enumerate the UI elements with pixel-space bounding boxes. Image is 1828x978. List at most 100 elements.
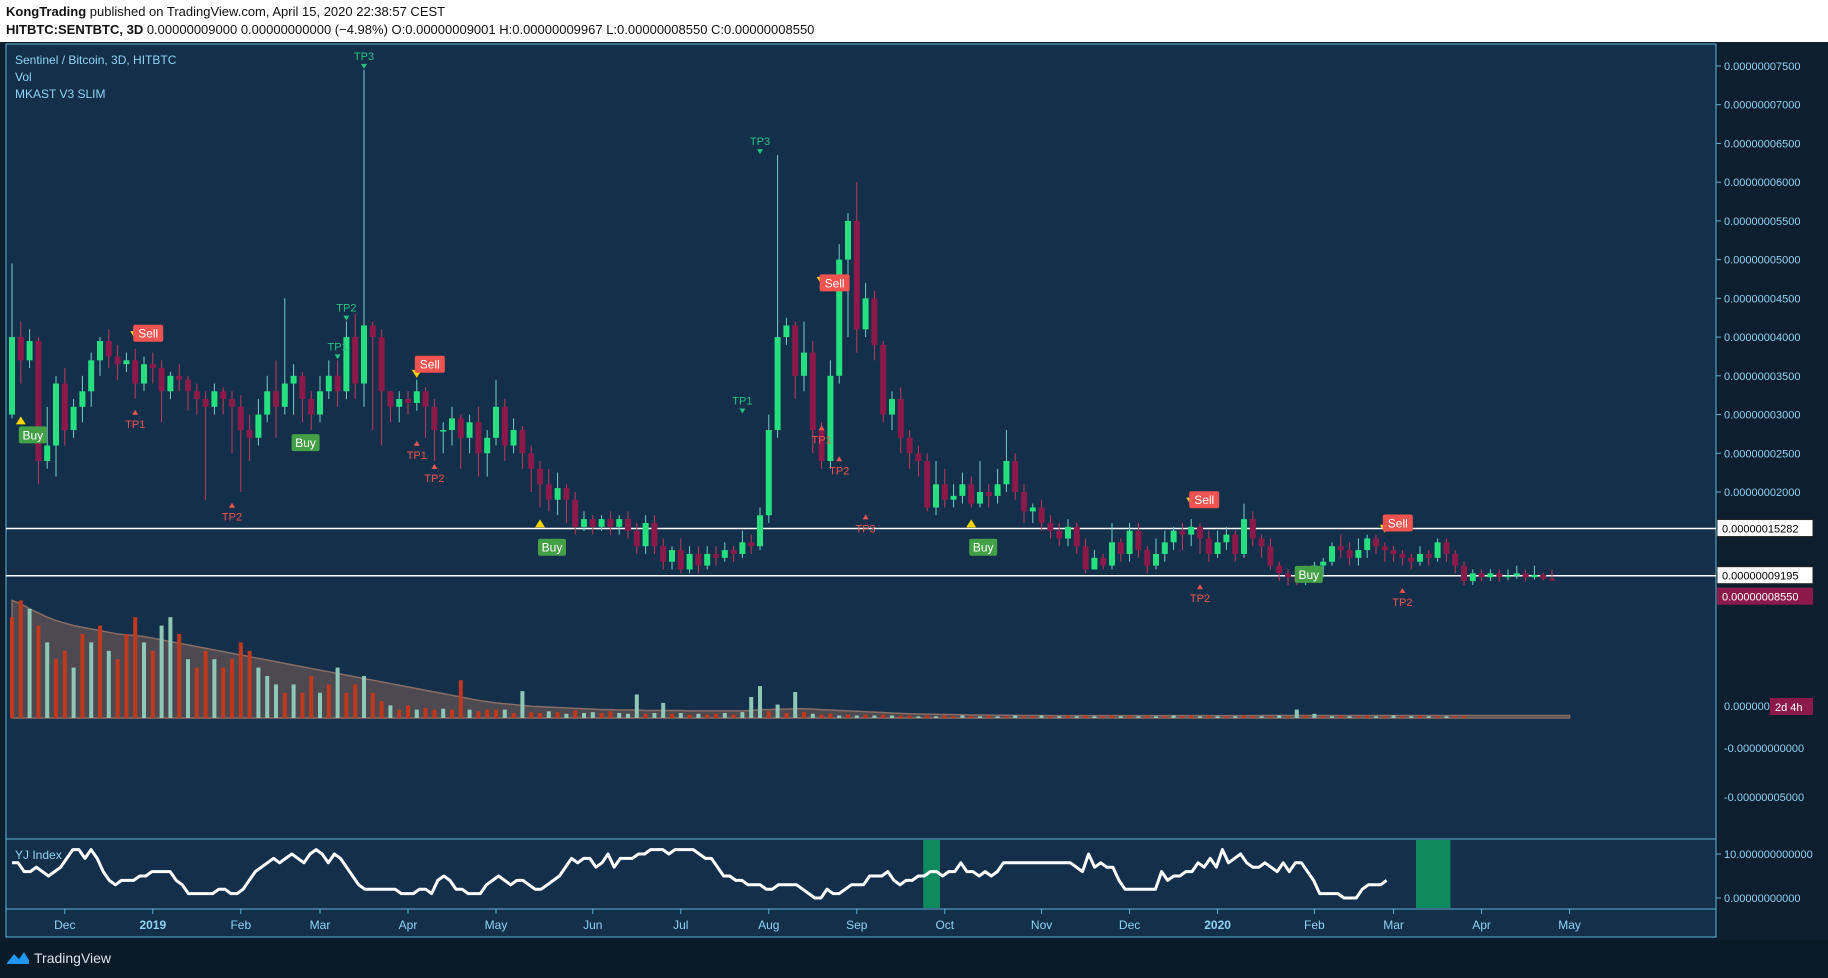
volume-bar bbox=[775, 704, 780, 718]
volume-bar bbox=[942, 715, 947, 718]
candle-body bbox=[633, 530, 640, 547]
time-tick-label: Apr bbox=[399, 918, 418, 932]
tp-label: TP2 bbox=[336, 303, 356, 315]
time-tick-label: 2019 bbox=[139, 918, 166, 932]
signal-triangle bbox=[15, 416, 26, 425]
tp-arrow bbox=[229, 502, 235, 508]
candle-body bbox=[1117, 542, 1124, 554]
candle-body bbox=[1047, 522, 1054, 531]
publish-line: KongTrading published on TradingView.com… bbox=[6, 4, 445, 19]
candle-body bbox=[598, 519, 605, 527]
volume-bar bbox=[538, 712, 542, 718]
candle-body bbox=[141, 364, 147, 384]
footer-brand[interactable]: TradingView bbox=[34, 950, 112, 966]
volume-bar bbox=[432, 709, 437, 718]
volume-bar bbox=[546, 711, 551, 718]
publish-info: published on TradingView.com, April 15, … bbox=[86, 4, 446, 19]
candle-body bbox=[1522, 573, 1529, 578]
candle-body bbox=[211, 391, 218, 407]
tp-arrow bbox=[132, 409, 139, 415]
candle-body bbox=[510, 430, 517, 446]
candle-body bbox=[387, 391, 394, 407]
candle-body bbox=[79, 391, 86, 407]
time-tick-label: Dec bbox=[54, 918, 75, 932]
candle-body bbox=[1109, 542, 1115, 566]
candle-body bbox=[1417, 553, 1423, 562]
tp-label: TP1 bbox=[407, 450, 427, 462]
volume-bar bbox=[106, 650, 111, 718]
volume-bar bbox=[969, 716, 974, 718]
candle-body bbox=[801, 352, 807, 376]
tradingview-logo-icon[interactable] bbox=[6, 950, 30, 966]
volume-bar bbox=[1453, 716, 1458, 718]
signal-triangle bbox=[535, 519, 545, 528]
volume-bar bbox=[1189, 715, 1194, 718]
yj-green-block bbox=[923, 840, 940, 908]
candle-body bbox=[695, 553, 702, 566]
buy-label: Buy bbox=[973, 541, 994, 555]
candle-body bbox=[264, 391, 271, 415]
buy-label: Buy bbox=[22, 428, 43, 442]
buy-label-bg bbox=[969, 538, 998, 556]
volume-bar bbox=[1206, 715, 1211, 718]
volume-bar bbox=[846, 714, 850, 718]
candle-body bbox=[1003, 461, 1010, 485]
price-label-bg bbox=[1716, 519, 1814, 538]
candle-body bbox=[537, 468, 543, 485]
legend-main[interactable]: Sentinel / Bitcoin, 3D, HITBTC bbox=[15, 53, 177, 67]
candle-body bbox=[625, 519, 631, 531]
tp-arrow bbox=[413, 440, 420, 446]
candle-body bbox=[457, 418, 464, 438]
volume-bar bbox=[1092, 716, 1097, 718]
volume-bar bbox=[18, 600, 23, 718]
candle-body bbox=[1540, 574, 1547, 579]
candle-body bbox=[17, 337, 24, 361]
legend-vol[interactable]: Vol bbox=[15, 70, 32, 84]
candle-body bbox=[413, 391, 420, 403]
candle-body bbox=[642, 522, 649, 547]
time-tick-label: May bbox=[485, 918, 508, 932]
volume-bar bbox=[1110, 715, 1114, 718]
candle-body bbox=[1549, 578, 1555, 581]
volume-axis-label: -0.00000005000 bbox=[1724, 792, 1804, 804]
volume-bar bbox=[890, 715, 894, 718]
candle-body bbox=[985, 492, 992, 496]
author-name[interactable]: KongTrading bbox=[6, 4, 87, 19]
price-axis: 0.00000007500 0.00000007000 0.00000006500 0… bbox=[1716, 61, 1814, 905]
tp-arrow bbox=[431, 464, 438, 470]
price-tick-label: 0.00000007500 bbox=[1724, 61, 1800, 73]
volume-bar bbox=[1444, 716, 1449, 718]
candle-body bbox=[1188, 526, 1195, 535]
volume-bar bbox=[511, 712, 516, 718]
countdown-label: 2d 4h bbox=[1775, 702, 1803, 714]
volume-bar bbox=[960, 715, 965, 718]
candle-body bbox=[114, 356, 121, 365]
candle-body bbox=[308, 399, 315, 415]
legend-indicator[interactable]: MKAST V3 SLIM bbox=[15, 87, 105, 101]
volume-bar bbox=[159, 625, 164, 718]
candle-body bbox=[827, 375, 834, 462]
volume-bar bbox=[1171, 715, 1176, 718]
volume-bar bbox=[247, 650, 252, 718]
candle-body bbox=[26, 340, 33, 361]
candle-body bbox=[1408, 557, 1415, 562]
sell-label-bg bbox=[414, 355, 445, 373]
price-chart[interactable]: Buy Sell Buy Sell Buy Sell Buy Sell Buy Sell TP3 TP… bbox=[0, 42, 1828, 940]
candle-body bbox=[176, 375, 183, 380]
candle-body bbox=[1249, 519, 1256, 539]
volume-bar bbox=[1145, 715, 1150, 718]
volume-bar bbox=[714, 713, 718, 718]
candle-body bbox=[1021, 492, 1027, 512]
volume-bar bbox=[1268, 716, 1273, 718]
volume-bar bbox=[925, 715, 930, 718]
candle-body bbox=[501, 406, 508, 446]
tp-label: TP3 bbox=[856, 523, 876, 535]
footer-bar: TradingView bbox=[0, 940, 1828, 978]
candle-body bbox=[845, 220, 851, 260]
volume-bar bbox=[1259, 716, 1264, 718]
candle-body bbox=[167, 375, 174, 392]
price-tick-label: 0.00000006500 bbox=[1724, 138, 1800, 150]
legend-sub[interactable]: YJ Index bbox=[15, 848, 62, 862]
price-label: 0.00000015282 bbox=[1722, 524, 1798, 536]
price-tick-label: 0.00000002500 bbox=[1724, 448, 1800, 460]
